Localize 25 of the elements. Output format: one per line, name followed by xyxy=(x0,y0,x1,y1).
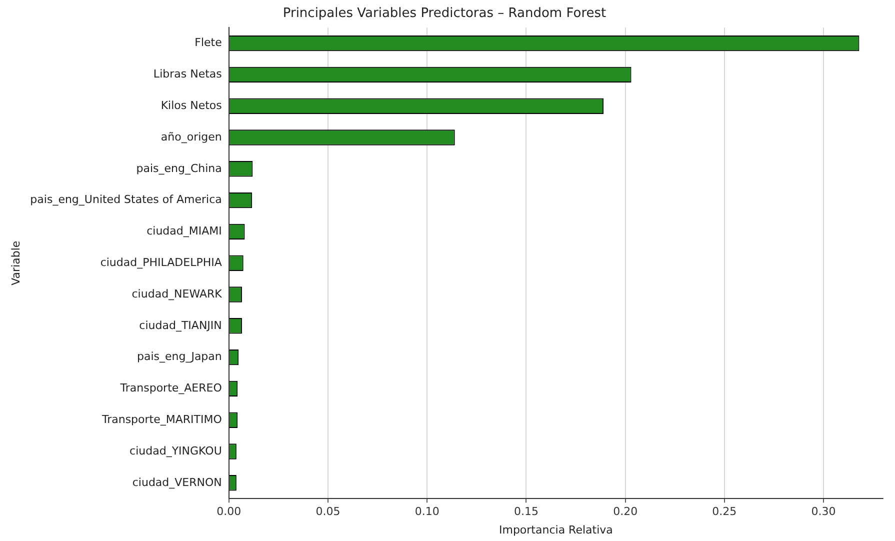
chart-title: Principales Variables Predictoras – Random Forest xyxy=(282,6,606,22)
x-tick-label: 0.25 xyxy=(712,505,737,518)
y-tick-label: ciudad_NEWARK xyxy=(132,287,223,300)
y-tick-label: Kilos Netos xyxy=(160,98,222,112)
y-tick-label: Libras Netas xyxy=(153,68,222,81)
y-tick-label: pais_eng_Japan xyxy=(136,350,222,364)
y-tick-label: Flete xyxy=(194,36,222,50)
y-tick-label: pais_eng_China xyxy=(136,162,222,175)
y-tick-label: ciudad_TIANJIN xyxy=(139,318,222,332)
y-tick-label: ciudad_VERNON xyxy=(132,476,222,489)
y-axis-title: Variable xyxy=(9,240,22,286)
x-tick-label: 0.05 xyxy=(316,505,340,518)
x-tick-label: 0.15 xyxy=(514,505,538,518)
y-tick-label: pais_eng_United States of America xyxy=(30,193,222,206)
y-tick-label: Transporte_MARITIMO xyxy=(100,412,222,426)
x-axis-title: Importancia Relativa xyxy=(498,523,613,536)
x-tick-label: 0.10 xyxy=(414,505,440,518)
y-tick-label: Transporte_AEREO xyxy=(119,382,222,395)
y-tick-label: ciudad_MIAMI xyxy=(146,224,222,238)
y-tick-label: año_origen xyxy=(160,130,222,144)
x-tick-label: 0.20 xyxy=(613,505,638,518)
y-tick-label: ciudad_PHILADELPHIA xyxy=(100,256,222,269)
y-tick-label: ciudad_YINGKOU xyxy=(130,444,222,458)
x-tick-label: 0.30 xyxy=(811,505,836,518)
x-tick-label: 0.00 xyxy=(216,505,242,518)
